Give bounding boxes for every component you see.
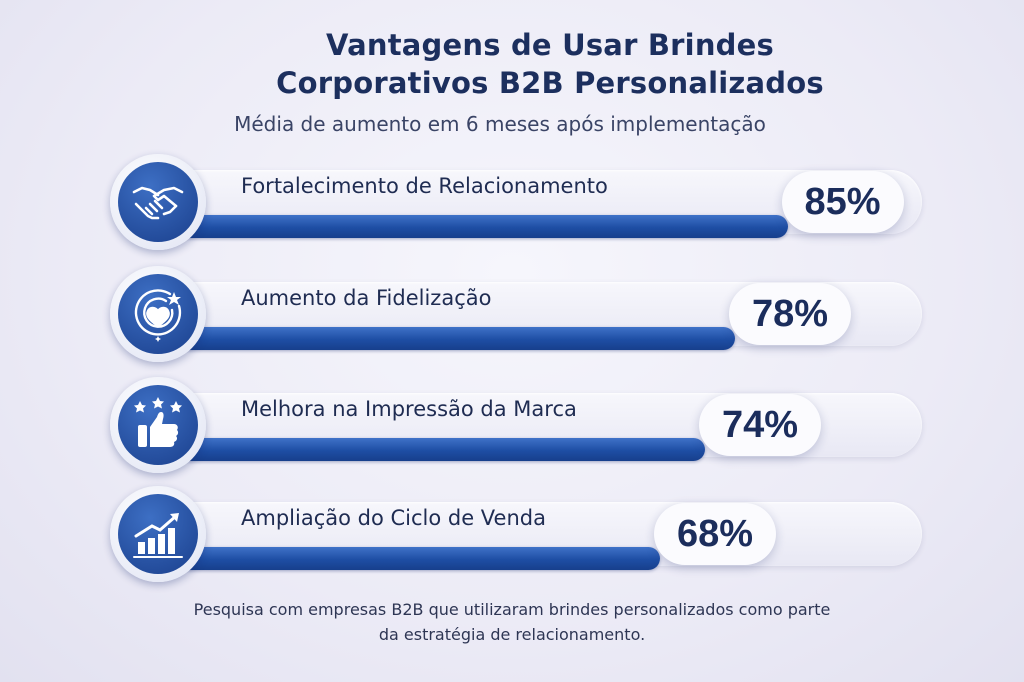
bar-label: Aumento da Fidelização [241, 286, 492, 310]
icon-badge [110, 266, 206, 362]
chart-title: Vantagens de Usar Brindes Corporativos B… [0, 26, 1024, 102]
bar-fill [180, 547, 660, 570]
bar-row-ampliacao-do-ciclo-de-venda: Ampliação do Ciclo de Venda 68% [110, 486, 922, 582]
bar-row-aumento-da-fidelizacao: Aumento da Fidelização 78% [110, 266, 922, 362]
footnote: Pesquisa com empresas B2B que utilizaram… [0, 597, 1024, 647]
bar-fill [180, 327, 735, 350]
bar-row-fortalecimento-de-relacionamento: Fortalecimento de Relacionamento 85% [110, 154, 922, 250]
bar-row-melhora-na-impressao-da-marca: Melhora na Impressão da Marca 74% [110, 377, 922, 473]
thumbs-up-stars-icon [118, 385, 198, 465]
value-label: 74% [699, 394, 821, 456]
bar-label: Ampliação do Ciclo de Venda [241, 506, 546, 530]
bar-fill [180, 215, 788, 238]
icon-badge [110, 154, 206, 250]
title-line-2: Corporativos B2B Personalizados [276, 66, 824, 100]
value-label: 85% [781, 171, 904, 233]
icon-badge [110, 377, 206, 473]
footnote-line-2: da estratégia de relacionamento. [378, 625, 646, 644]
icon-badge [110, 486, 206, 582]
bar-label: Melhora na Impressão da Marca [241, 397, 577, 421]
chart-subtitle: Média de aumento em 6 meses após impleme… [234, 112, 766, 136]
heart-target-icon [118, 274, 198, 354]
bar-label: Fortalecimento de Relacionamento [241, 174, 608, 198]
footnote-line-1: Pesquisa com empresas B2B que utilizaram… [193, 600, 831, 619]
value-label: 78% [729, 283, 851, 345]
handshake-icon [118, 162, 198, 242]
growth-chart-icon [118, 494, 198, 574]
title-line-1: Vantagens de Usar Brindes [326, 28, 774, 62]
value-label: 68% [654, 503, 776, 565]
bar-fill [180, 438, 705, 461]
